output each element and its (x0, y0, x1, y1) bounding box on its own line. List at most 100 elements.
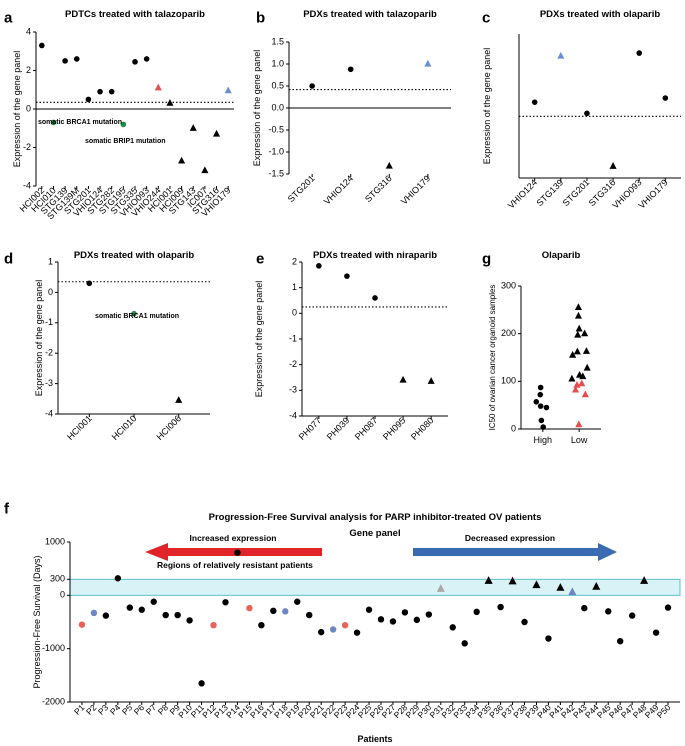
data-point-triangle (508, 576, 517, 585)
data-point-circle (372, 295, 378, 301)
y-tick-label: -0.5 (268, 124, 284, 134)
data-point-circle (85, 96, 92, 103)
y-tick-label: 1.0 (271, 58, 284, 68)
data-point-triangle (212, 129, 221, 137)
data-point-circle (413, 616, 421, 624)
y-tick-label: -2 (45, 348, 53, 358)
panel-a: a PDTCs treated with talazoparib -4 -2 0 2 4 Ex… (4, 9, 234, 221)
data-point-triangle (583, 363, 591, 371)
data-point-circle (102, 612, 110, 619)
y-tick-label: 0 (48, 287, 53, 297)
x-tick-label: VHIO179 (399, 173, 432, 206)
data-point-circle (120, 121, 127, 128)
y-tick-label: 100 (501, 376, 516, 386)
chart-title: PDTCs treated with talazoparib (65, 9, 205, 20)
data-point-triangle (568, 587, 577, 596)
data-point-circle (108, 88, 115, 95)
y-tick-label: 0 (511, 423, 516, 433)
data-point-circle (132, 59, 138, 65)
data-point-circle (86, 280, 93, 287)
data-point-circle (401, 609, 409, 616)
data-point-triangle (575, 420, 583, 428)
y-axis-label: IC50 of ovarian cancer organoid samples (488, 285, 497, 431)
data-point-circle (365, 606, 373, 613)
data-point-circle (652, 629, 660, 636)
data-point-triangle (574, 330, 582, 338)
data-point-circle (537, 384, 544, 391)
data-point-circle (521, 618, 528, 626)
data-point-circle (628, 612, 636, 619)
y-tick-label: -3 (45, 378, 53, 388)
data-point-circle (126, 604, 134, 611)
data-point-triangle (424, 59, 432, 67)
y-tick-label: 4 (26, 26, 31, 36)
data-point-circle (616, 638, 624, 645)
data-point-circle (131, 310, 137, 317)
data-point-circle (306, 611, 313, 619)
data-point-triangle (572, 385, 580, 393)
data-point-circle (198, 680, 205, 687)
chart-title: PDXs treated with niraparib (313, 250, 437, 261)
panel-label-b: b (256, 9, 265, 26)
y-tick-label: -1 (289, 333, 297, 343)
data-point-circle (143, 56, 150, 62)
panel-g: g Olaparib 0 100 200 300 IC50 of ovarian cance… (482, 250, 601, 445)
x-tick-label: STG316 (363, 173, 394, 204)
data-point-circle (162, 611, 169, 619)
y-tick-label: -1000 (42, 643, 65, 653)
data-point-triangle (427, 377, 435, 384)
data-point-circle (97, 88, 103, 95)
data-point-circle (353, 629, 361, 636)
data-point-triangle (154, 83, 162, 91)
data-point-circle (425, 611, 433, 618)
data-point-circle (234, 549, 241, 556)
y-tick-label: -4 (45, 408, 53, 418)
data-point-triangle (640, 576, 649, 584)
data-point-circle (449, 624, 456, 631)
data-point-circle (347, 66, 354, 73)
y-tick-label: 200 (501, 328, 516, 338)
y-tick-label: -4 (289, 410, 297, 420)
x-tick-label: Low (571, 435, 588, 445)
y-axis-label: Expression of the gene panel (34, 280, 44, 397)
data-point-circle (317, 628, 325, 636)
data-point-triangle (189, 124, 197, 131)
y-tick-label: 0.5 (271, 80, 284, 90)
y-tick-label: -1.0 (268, 146, 284, 156)
data-point-circle (584, 110, 590, 117)
data-point-circle (114, 575, 122, 582)
y-tick-label: 1000 (45, 536, 65, 546)
data-point-triangle (201, 166, 209, 174)
x-axis-label: Patients (357, 734, 392, 744)
y-tick-label: -2 (289, 359, 297, 369)
y-tick-label: -1.5 (268, 168, 284, 178)
panel-label-f: f (4, 500, 10, 517)
data-point-triangle (574, 311, 582, 319)
data-point-triangle (569, 350, 577, 358)
annotation-brca1: somatic BRCA1 mutation (38, 119, 122, 126)
data-point-circle (605, 608, 612, 615)
data-point-circle (78, 621, 86, 628)
decreased-expression-arrow (413, 543, 617, 561)
data-point-circle (329, 626, 337, 633)
chart-title: Progression-Free Survival analysis for P… (209, 512, 542, 523)
data-point-triangle (385, 161, 393, 169)
chart-title: Olaparib (542, 250, 581, 261)
data-point-circle (294, 598, 301, 605)
data-point-circle (473, 608, 480, 616)
y-tick-label: -2000 (42, 696, 65, 706)
data-point-circle (341, 622, 349, 629)
data-point-circle (377, 616, 385, 623)
data-point-circle (174, 611, 181, 619)
y-tick-label: 2 (292, 256, 297, 266)
y-tick-label: 1.5 (271, 36, 284, 46)
data-point-circle (222, 599, 229, 606)
data-point-triangle (436, 584, 445, 592)
data-point-circle (537, 391, 544, 398)
data-point-triangle (178, 156, 186, 164)
data-point-triangle (224, 86, 232, 94)
data-point-circle (538, 417, 545, 424)
data-point-triangle (581, 329, 589, 337)
data-point-circle (545, 635, 552, 642)
